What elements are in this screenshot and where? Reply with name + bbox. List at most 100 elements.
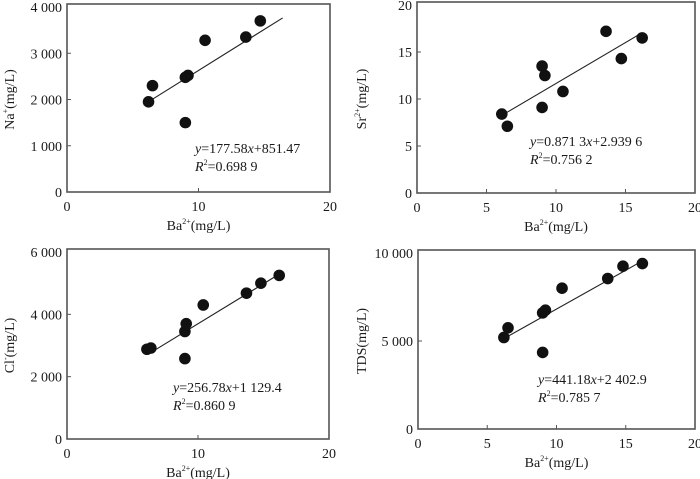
y-tick-label: 5 [405, 140, 412, 155]
equation-slope: =441.18 [544, 373, 590, 388]
data-point [536, 101, 548, 114]
y-tick-label: 15 [398, 46, 412, 61]
x-tick-label: 5 [484, 437, 491, 452]
regression-equation: y=0.871 3x+2.939 6 [528, 135, 642, 150]
r2-value: =0.785 7 [551, 391, 601, 406]
y-tick-label: 0 [55, 433, 62, 448]
y-tick-label: 5 000 [382, 335, 414, 350]
equation-intercept: +851.47 [254, 142, 300, 157]
data-point [617, 260, 629, 273]
x-tick-label: 15 [619, 437, 633, 452]
x-tick-label: 20 [688, 437, 700, 452]
x-axis-label-unit: (mg/L) [191, 219, 231, 234]
x-tick-label: 10 [549, 201, 563, 216]
x-tick-label: 10 [192, 200, 206, 215]
y-tick-label: 20 [398, 0, 412, 14]
data-point [495, 108, 508, 120]
equation-intercept: +2.939 6 [592, 135, 642, 150]
equation-x: x [225, 381, 233, 396]
r-squared: R2=0.698 9 [194, 158, 257, 175]
data-point [556, 282, 568, 295]
r2-value: =0.860 9 [186, 399, 236, 414]
r2-label: R [537, 391, 547, 406]
data-point [501, 120, 514, 133]
y-axis-label-unit: (mg/L) [355, 308, 370, 348]
data-point [557, 85, 569, 98]
data-point [255, 277, 267, 289]
data-point [240, 287, 253, 299]
y-axis-label-base: Cl [3, 360, 18, 373]
data-point [145, 342, 157, 354]
x-tick-label: 0 [64, 447, 71, 462]
data-point [536, 60, 548, 72]
r2-label: R [194, 160, 204, 175]
r2-value: =0.756 2 [543, 153, 593, 168]
regression-line [502, 33, 640, 116]
r-squared: R2=0.785 7 [537, 389, 600, 406]
y-tick-label: 10 [398, 93, 412, 108]
equation-y: y [528, 135, 537, 150]
x-axis-label-sup: 2+ [182, 217, 191, 226]
data-point [182, 69, 194, 82]
r-squared: R2=0.860 9 [172, 397, 235, 414]
y-axis-label-sup: 2+ [353, 108, 362, 117]
equation-x: x [247, 142, 255, 157]
y-tick-label: 2 000 [31, 371, 63, 386]
x-tick-label: 0 [415, 437, 422, 452]
equation-intercept: +2 402.9 [597, 373, 647, 388]
x-axis-label-unit: (mg/L) [190, 466, 230, 479]
y-axis-label-base: Na [3, 113, 18, 130]
data-point [240, 31, 252, 43]
y-axis-label-base: Sr [355, 117, 370, 130]
x-tick-label: 20 [323, 200, 337, 215]
data-point [502, 322, 514, 334]
x-tick-label: 20 [688, 201, 700, 216]
panel-2: 0 5 10 15 2005101520Ba2+(mg/L)Sr2+(mg/L)y=0.… [353, 0, 700, 235]
equation-y: y [171, 381, 180, 396]
x-axis-label-unit: (mg/L) [549, 456, 589, 471]
equation-intercept: +1 129.4 [232, 381, 282, 396]
data-point [536, 346, 549, 359]
r2-sup: 2 [547, 389, 551, 398]
data-point [273, 269, 286, 282]
r2-sup: 2 [539, 151, 543, 160]
data-point [146, 79, 159, 92]
regression-line [507, 261, 640, 337]
y-tick-label: 10 000 [375, 247, 414, 262]
x-axis-label-base: Ba [166, 466, 182, 479]
y-tick-label: 2 000 [31, 94, 63, 109]
y-tick-label: 0 [405, 187, 412, 202]
x-tick-label: 5 [483, 201, 490, 216]
x-tick-label: 10 [550, 437, 564, 452]
y-tick-label: 6 000 [31, 246, 63, 261]
equation-y: y [536, 373, 545, 388]
data-point [600, 25, 612, 38]
y-axis-label-base: TDS [355, 348, 370, 374]
regression-line [148, 17, 283, 103]
y-tick-label: 0 [406, 423, 413, 438]
y-tick-label: 0 [55, 186, 62, 201]
y-tick-label: 1 000 [31, 140, 63, 155]
y-axis-label: TDS(mg/L) [355, 308, 370, 374]
x-axis-label-base: Ba [167, 219, 183, 234]
equation-y: y [193, 142, 202, 157]
data-point [636, 32, 648, 44]
y-axis-label-sup: - [1, 357, 10, 360]
y-axis-label-sup: + [1, 108, 10, 113]
data-point [142, 96, 155, 108]
x-tick-label: 20 [322, 447, 336, 462]
regression-equation: y=256.78x+1 129.4 [171, 381, 282, 396]
data-point [199, 34, 211, 47]
x-axis-label: Ba2+(mg/L) [166, 464, 230, 479]
y-axis-label-unit: (mg/L) [3, 69, 18, 109]
equation-slope: =0.871 3 [536, 135, 586, 150]
data-point [615, 52, 628, 65]
x-axis-label-sup: 2+ [540, 218, 549, 227]
y-axis-label: Na+(mg/L) [1, 69, 18, 130]
equation-x: x [585, 135, 593, 150]
x-axis-label: Ba2+(mg/L) [524, 218, 588, 235]
r2-label: R [172, 399, 182, 414]
